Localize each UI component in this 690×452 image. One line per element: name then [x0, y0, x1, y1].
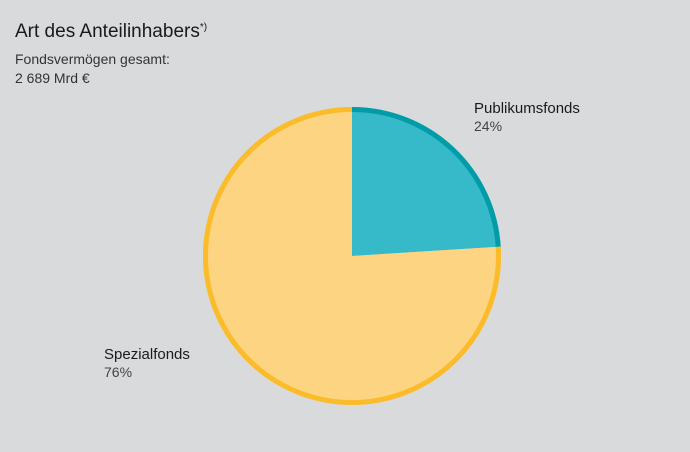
slice-label-value-spezialfonds: 76% [104, 364, 132, 380]
pie-rim-publikumsfonds [351, 107, 501, 247]
slice-label-value-publikumsfonds: 24% [474, 118, 502, 134]
pie-slice-publikumsfonds [352, 107, 501, 256]
pie-rim-spezialfonds [203, 107, 501, 405]
pie-slices [203, 107, 502, 405]
slice-label-name-spezialfonds: Spezialfonds [104, 346, 190, 363]
pie-slice-spezialfonds [203, 107, 502, 405]
subtitle-line-1: Fondsvermögen gesamt: [15, 51, 170, 67]
chart-subtitle: Fondsvermögen gesamt: 2 689 Mrd € [15, 50, 170, 88]
subtitle-line-2: 2 689 Mrd € [15, 70, 90, 86]
slice-label-name-publikumsfonds: Publikumsfonds [474, 100, 580, 117]
chart-title: Art des Anteilinhabers*) [15, 20, 207, 44]
title-footnote-marker: *) [199, 22, 208, 33]
chart-title-text: Art des Anteilinhabers [15, 21, 200, 42]
